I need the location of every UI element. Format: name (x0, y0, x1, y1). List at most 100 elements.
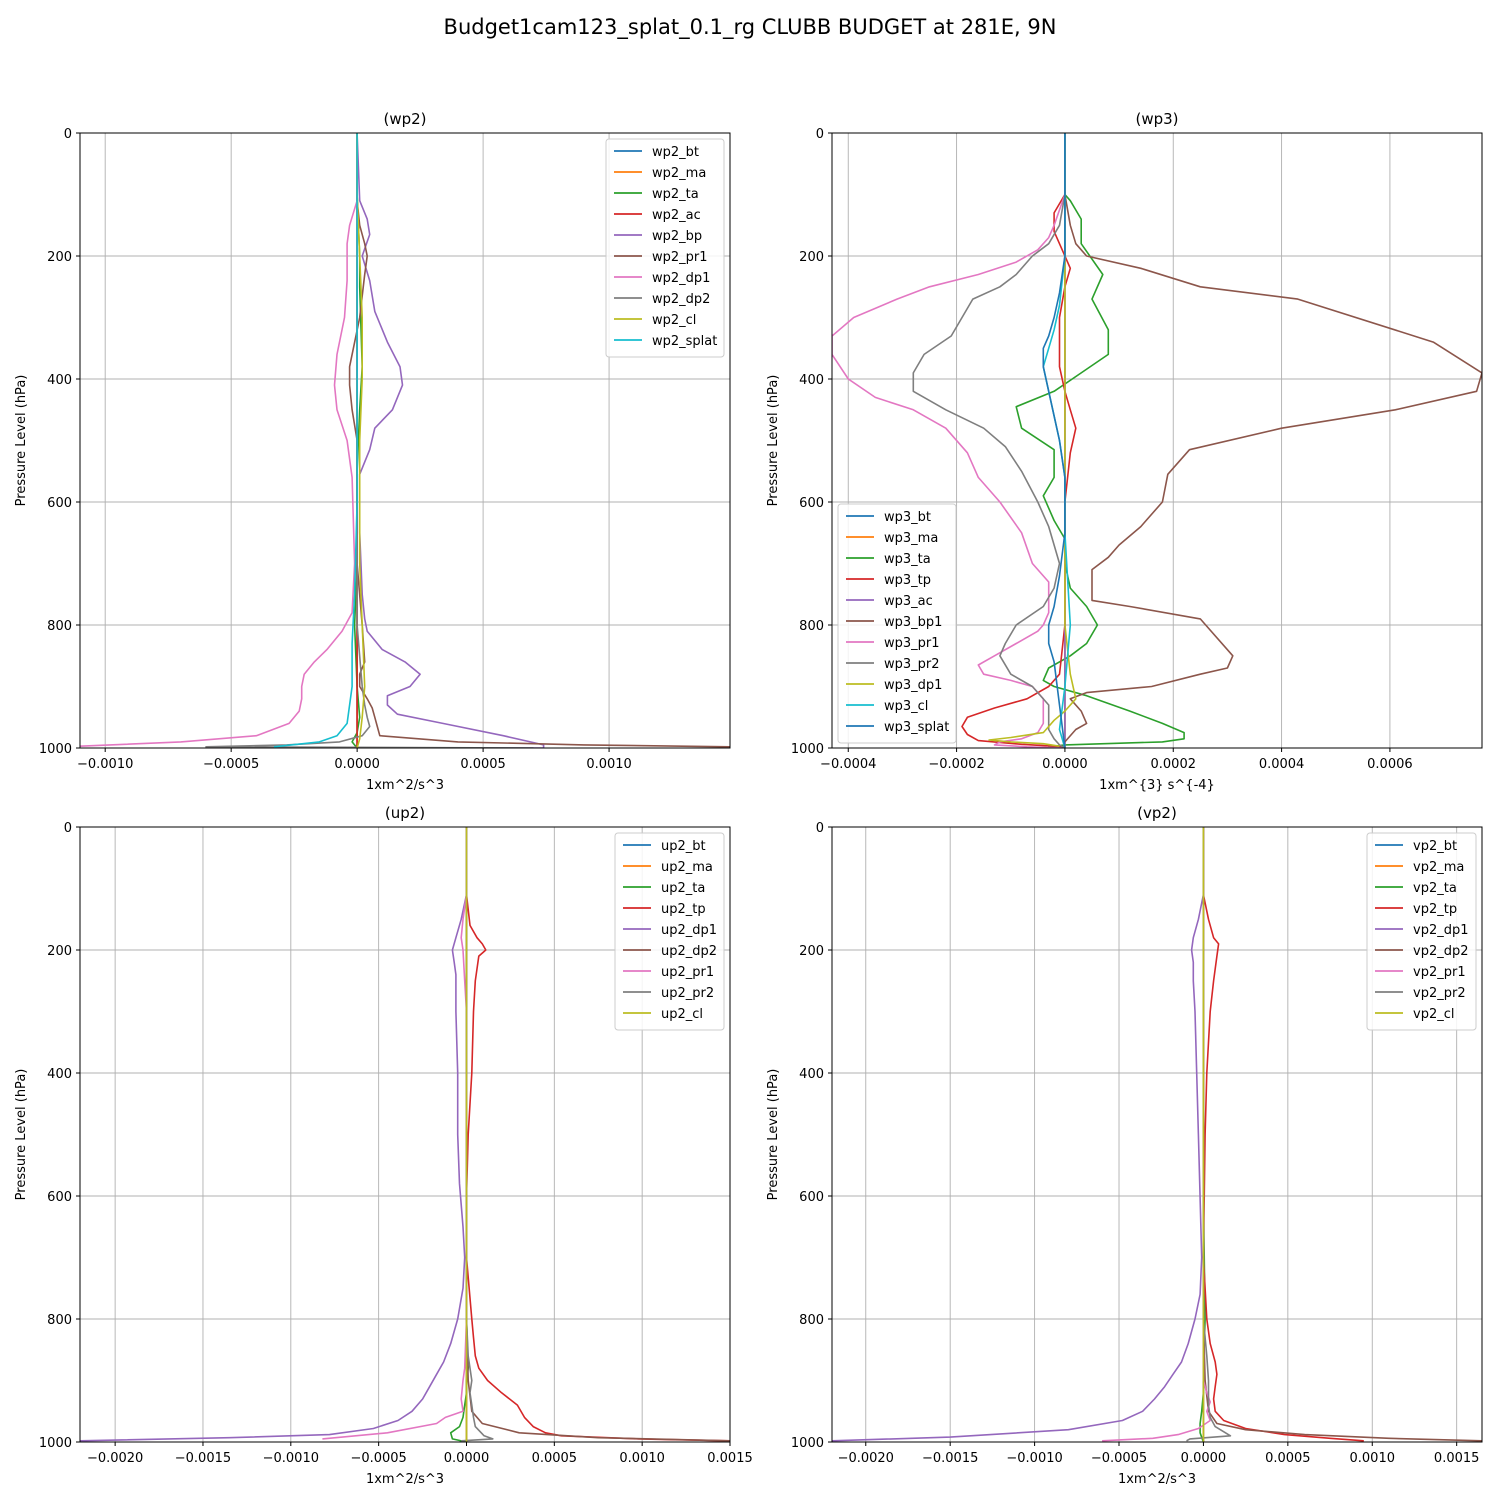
legend: vp2_bt vp2_ma vp2_ta vp2_tp vp2_dp1 vp2_dp2vp… (1366, 832, 1477, 1031)
series-line-wp3_pr1 (832, 133, 1066, 748)
chart-title: (up2) (385, 804, 425, 822)
chart-title: (wp2) (383, 110, 426, 128)
y-axis-label: Pressure Level (hPa) (14, 1069, 29, 1201)
legend-label: wp3_ma (884, 531, 938, 546)
series-line-wp3_ta (1015, 133, 1185, 748)
x-tick-label: −0.0005 (1091, 1451, 1147, 1466)
legend-label: wp2_dp2 (652, 292, 710, 307)
y-axis-label: Pressure Level (hPa) (14, 375, 29, 507)
y-tick-label: 0 (64, 127, 72, 142)
series-group (80, 827, 730, 1442)
x-tick-label: 0.0000 (1181, 1451, 1227, 1466)
x-tick-label: −0.0020 (838, 1451, 894, 1466)
y-axis-label: Pressure Level (hPa) (766, 375, 781, 507)
legend-label: vp2_dp2 (1413, 944, 1469, 959)
x-tick-label: 0.0010 (619, 1451, 665, 1466)
y-tick-label: 800 (799, 1313, 824, 1328)
legend-box (1366, 832, 1477, 1031)
x-tick-label: 0.0005 (1265, 1451, 1311, 1466)
y-tick-label: 1000 (791, 1436, 824, 1451)
legend-label: up2_pr1 (661, 965, 714, 980)
legend-label: up2_ma (661, 860, 713, 875)
legend-label: up2_dp1 (661, 923, 717, 938)
x-tick-label: 0.0006 (1367, 757, 1413, 772)
legend-label: wp3_bp1 (884, 615, 942, 630)
chart-title: (wp3) (1135, 110, 1178, 128)
legend-label: vp2_ma (1413, 860, 1464, 875)
chart-0: −0.0010 −0.0005 0.0000 0.0005 0.0010 0 200 400 6… (14, 110, 731, 793)
legend-label: vp2_bt (1413, 839, 1457, 854)
series-line-up2_pr1 (322, 827, 468, 1440)
x-tick-label: −0.0015 (922, 1451, 978, 1466)
y-tick-label: 600 (47, 1190, 72, 1205)
y-tick-label: 600 (799, 496, 824, 511)
x-tick-label: 0.0005 (460, 757, 506, 772)
legend-label: wp2_bp (652, 229, 702, 244)
y-tick-label: 600 (47, 496, 72, 511)
legend-box (614, 832, 725, 1031)
legend-label: wp3_tp (884, 573, 931, 588)
series-line-wp3_cl (1042, 133, 1072, 748)
legend-label: wp3_splat (884, 720, 949, 735)
y-tick-label: 0 (816, 821, 824, 836)
y-tick-label: 200 (47, 944, 72, 959)
legend-label: up2_bt (661, 839, 706, 854)
y-tick-label: 200 (47, 250, 72, 265)
series-line-vp2_dp1 (832, 827, 1205, 1442)
chart-title: (vp2) (1137, 804, 1177, 822)
legend-label: wp2_ac (652, 208, 701, 223)
y-tick-label: 200 (799, 944, 824, 959)
legend-label: up2_dp2 (661, 944, 717, 959)
chart-2: −0.0020 −0.0015 −0.0010 −0.0005 0.0000 0.0005… (14, 804, 753, 1487)
series-line-wp2_bp (356, 133, 545, 748)
x-tick-label: 0.0000 (1042, 757, 1088, 772)
legend: wp2_bt wp2_ma wp2_ta wp2_ac wp2_bp wp2_pr1 wp2… (605, 138, 725, 358)
x-axis-label: 1xm^2/s^3 (366, 1472, 444, 1487)
series-line-up2_tp (465, 827, 730, 1442)
series-line-wp3_splat (1042, 133, 1066, 748)
y-tick-label: 1000 (791, 742, 824, 757)
y-tick-label: 1000 (39, 742, 72, 757)
x-tick-label: −0.0010 (263, 1451, 319, 1466)
series-line-wp3_bp1 (1064, 133, 1482, 743)
legend-label: vp2_pr1 (1413, 965, 1466, 980)
x-tick-label: 0.0015 (707, 1451, 753, 1466)
y-tick-label: 800 (799, 619, 824, 634)
legend-label: wp3_ac (884, 594, 933, 609)
y-tick-label: 0 (64, 821, 72, 836)
x-tick-label: −0.0010 (1006, 1451, 1062, 1466)
x-tick-label: −0.0005 (350, 1451, 406, 1466)
y-tick-label: 400 (799, 1067, 824, 1082)
legend-label: up2_pr2 (661, 986, 714, 1001)
x-tick-label: −0.0005 (203, 757, 259, 772)
legend-label: wp2_bt (652, 145, 699, 160)
y-tick-label: 1000 (39, 1436, 72, 1451)
legend-label: wp2_ma (652, 166, 706, 181)
legend-label: up2_tp (661, 902, 706, 917)
y-tick-label: 400 (47, 373, 72, 388)
axes-frame (831, 132, 1483, 749)
series-line-wp3_dp1 (988, 133, 1077, 747)
x-tick-label: −0.0002 (928, 757, 984, 772)
x-tick-label: 0.0010 (1350, 1451, 1396, 1466)
y-tick-label: 200 (799, 250, 824, 265)
legend-label: vp2_dp1 (1413, 923, 1469, 938)
legend-label: vp2_pr2 (1413, 986, 1466, 1001)
y-tick-label: 400 (47, 1067, 72, 1082)
legend-label: vp2_tp (1413, 902, 1457, 917)
axes-frame (79, 826, 731, 1443)
x-tick-label: 0.0004 (1259, 757, 1305, 772)
x-tick-label: −0.0020 (87, 1451, 143, 1466)
legend-label: wp3_bt (884, 510, 931, 525)
x-tick-label: 0.0010 (586, 757, 632, 772)
x-tick-label: 0.0000 (334, 757, 380, 772)
chart-1: −0.0004 −0.0002 0.0000 0.0002 0.0004 0.0006 0 2… (766, 110, 1483, 793)
legend-label: wp2_dp1 (652, 271, 710, 286)
legend-label: wp3_cl (884, 699, 928, 714)
x-tick-label: 0.0000 (444, 1451, 490, 1466)
series-group (832, 827, 1482, 1442)
legend-label: vp2_ta (1413, 881, 1457, 896)
x-axis-label: 1xm^2/s^3 (366, 778, 444, 793)
legend-label: wp3_pr1 (884, 636, 940, 651)
